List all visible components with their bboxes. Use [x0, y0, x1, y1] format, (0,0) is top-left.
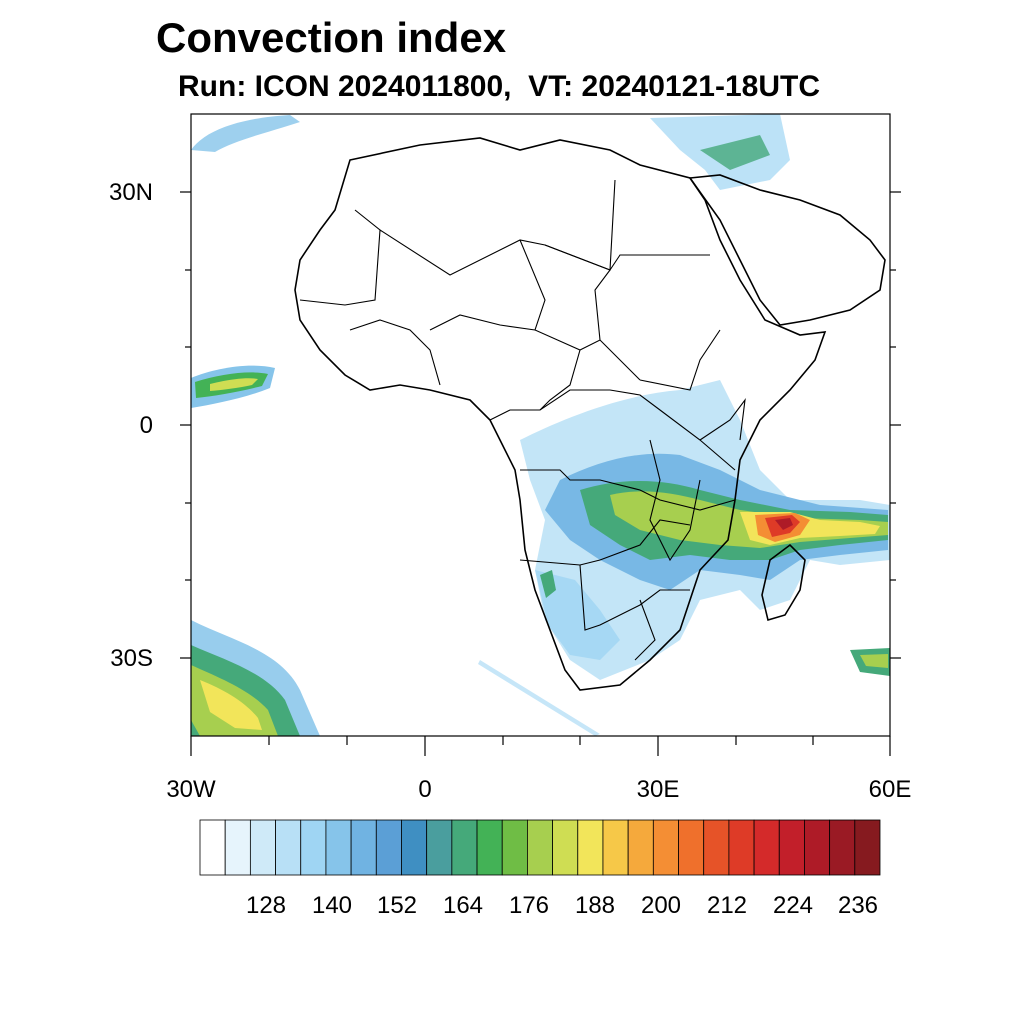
map-frame [190, 113, 891, 737]
colorbar-box [577, 819, 604, 876]
colorbar-box [829, 819, 856, 876]
colorbar-box [778, 819, 805, 876]
colorbar-box [476, 819, 503, 876]
colorbar-box [451, 819, 478, 876]
colorbar-box [401, 819, 428, 876]
colorbar-labels: 128 140 152 164 176 188 200 212 224 236 [246, 892, 878, 919]
colorbar-label: 164 [443, 892, 483, 919]
colorbar-label: 176 [509, 892, 549, 919]
lon-label-0: 0 [418, 776, 431, 803]
convection-field [191, 114, 890, 736]
lat-label-0: 0 [140, 412, 153, 439]
colorbar-box [199, 819, 226, 876]
colorbar-box [804, 819, 831, 876]
colorbar-box [325, 819, 352, 876]
colorbar-box [678, 819, 705, 876]
colorbar-box [224, 819, 251, 876]
colorbar-box [552, 819, 579, 876]
country-borders [299, 179, 746, 661]
coastline [294, 137, 886, 691]
colorbar-label: 152 [377, 892, 417, 919]
map-subtitle: Run: ICON 2024011800, VT: 20240121-18UTC [178, 70, 820, 103]
colorbar-box [652, 819, 679, 876]
colorbar-label: 212 [707, 892, 747, 919]
colorbar-box [854, 819, 881, 876]
colorbar-box [602, 819, 629, 876]
colorbar-label: 224 [773, 892, 813, 919]
colorbar-box [350, 819, 377, 876]
map-title: Convection index [156, 14, 507, 61]
colorbar-box [375, 819, 402, 876]
lat-label-30n: 30N [109, 179, 153, 206]
colorbar-box [249, 819, 276, 876]
colorbar-box [627, 819, 654, 876]
colorbar-box [275, 819, 302, 876]
colorbar-label: 140 [312, 892, 352, 919]
colorbar-box [703, 819, 730, 876]
lon-label-30e: 30E [637, 776, 680, 803]
colorbar-label: 188 [575, 892, 615, 919]
colorbar-box [501, 819, 528, 876]
lat-label-30s: 30S [110, 645, 153, 672]
axis-ticks [180, 191, 901, 756]
lon-label-30w: 30W [166, 776, 216, 803]
colorbar-label: 200 [641, 892, 681, 919]
lon-label-60e: 60E [869, 776, 912, 803]
colorbar-label: 236 [838, 892, 878, 919]
colorbar-box [426, 819, 453, 876]
colorbar-label: 128 [246, 892, 286, 919]
colorbar-box [728, 819, 755, 876]
colorbar-box [753, 819, 780, 876]
colorbar-box [300, 819, 327, 876]
colorbar-box [527, 819, 553, 876]
colorbar [199, 819, 881, 876]
